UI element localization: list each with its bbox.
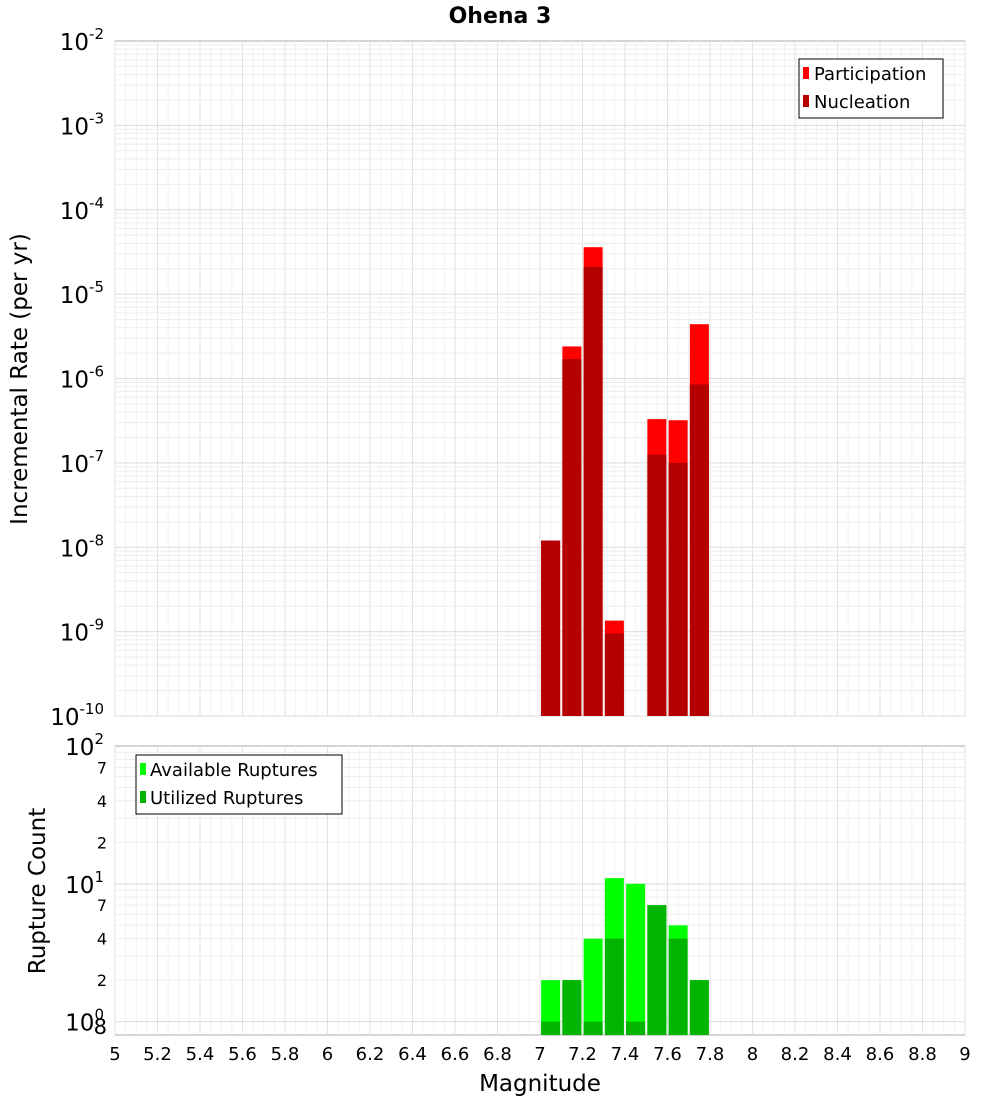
count-y-minor-tick-label: 8 — [94, 1015, 107, 1039]
rate-bar-inner — [647, 454, 667, 716]
rate-plot-bars — [541, 247, 709, 716]
magnitude-x-tick-label: 7.2 — [568, 1044, 597, 1065]
legend-label-nucleation: Nucleation — [814, 92, 910, 113]
magnitude-x-tick-label: 5 — [109, 1044, 120, 1065]
rate-y-tick-label: 10-10 — [50, 700, 104, 731]
magnitude-x-axis-label: Magnitude — [479, 1071, 601, 1097]
rate-y-tick-label: 10-9 — [60, 616, 104, 647]
count-bar-inner — [541, 1021, 561, 1035]
magnitude-x-tick-label: 6.2 — [356, 1044, 385, 1065]
rate-legend: Participation Nucleation — [798, 58, 944, 119]
count-plot-bars — [541, 878, 709, 1035]
legend-label-available: Available Ruptures — [150, 760, 318, 781]
magnitude-x-tick-label: 7.8 — [696, 1044, 725, 1065]
count-bar-outer — [583, 938, 603, 1035]
count-bar-outer — [626, 883, 646, 1035]
count-legend: Available Ruptures Utilized Ruptures — [135, 754, 343, 815]
magnitude-x-tick-label: 5.4 — [186, 1044, 215, 1065]
count-y-minor-tick-label: 2 — [97, 971, 107, 990]
rate-plot-grid — [114, 41, 966, 717]
magnitude-x-tick-label: 6 — [322, 1044, 333, 1065]
magnitude-x-tick-label: 6.6 — [441, 1044, 470, 1065]
count-y-axis-ticks: 102 101 100 7 4 2 7 4 2 8 — [65, 730, 107, 1039]
count-bar-inner — [647, 905, 667, 1035]
count-y-tick-label: 101 — [65, 868, 104, 899]
magnitude-x-tick-label: 8.2 — [781, 1044, 810, 1065]
rate-bar-inner — [668, 462, 688, 716]
count-y-tick-label: 102 — [65, 730, 104, 761]
count-bar-inner — [604, 938, 624, 1035]
count-y-tick-label: 100 — [65, 1006, 104, 1037]
count-y-minor-tick-label: 7 — [97, 896, 107, 915]
rate-y-tick-label: 10-7 — [60, 447, 104, 478]
rate-y-axis-ticks: 10-2 10-3 10-4 10-5 10-6 10-7 10-8 10-9 10-10 — [50, 25, 104, 731]
rate-y-tick-label: 10-6 — [60, 363, 104, 394]
count-legend-box — [135, 754, 343, 815]
magnitude-x-tick-label: 7.4 — [611, 1044, 640, 1065]
magnitude-x-tick-label: 7.6 — [653, 1044, 682, 1065]
magnitude-x-tick-label: 8.8 — [908, 1044, 937, 1065]
count-bar-inner — [583, 1021, 603, 1035]
rate-bar-inner — [541, 540, 561, 716]
legend-swatch-participation — [803, 67, 809, 79]
rate-y-tick-label: 10-4 — [60, 194, 104, 225]
magnitude-x-tick-label: 8.6 — [866, 1044, 895, 1065]
count-y-axis-label: Rupture Count — [25, 808, 51, 974]
magnitude-x-tick-label: 6.4 — [398, 1044, 427, 1065]
chart-title: Ohena 3 — [449, 4, 552, 29]
legend-label-utilized: Utilized Ruptures — [150, 788, 303, 809]
count-y-minor-tick-label: 4 — [97, 792, 107, 811]
magnitude-x-tick-label: 7 — [534, 1044, 545, 1065]
magnitude-x-tick-label: 5.8 — [271, 1044, 300, 1065]
magnitude-x-axis-ticks: 5 5.2 5.4 5.6 5.8 6 6.2 6.4 6.6 6.8 7 7.2 7.4 7.6 7.8 8… — [109, 1044, 970, 1065]
rate-bar-inner — [689, 384, 709, 716]
magnitude-x-tick-label: 9 — [959, 1044, 970, 1065]
magnitude-x-tick-label: 5.6 — [228, 1044, 257, 1065]
legend-swatch-available — [140, 763, 146, 775]
rate-y-tick-label: 10-2 — [60, 25, 104, 56]
rate-legend-box — [798, 58, 944, 119]
count-bar-inner — [626, 1021, 646, 1035]
rate-y-tick-label: 10-8 — [60, 531, 104, 562]
count-y-minor-tick-label: 7 — [97, 758, 107, 777]
count-bar-outer — [541, 980, 561, 1035]
count-bar-inner — [689, 980, 709, 1035]
count-y-minor-tick-label: 2 — [97, 833, 107, 852]
rate-bar-inner — [562, 359, 582, 716]
count-bar-inner — [668, 938, 688, 1035]
rate-y-tick-label: 10-5 — [60, 278, 104, 309]
legend-swatch-utilized — [140, 791, 146, 803]
rate-y-tick-label: 10-3 — [60, 109, 104, 140]
count-bar-inner — [562, 980, 582, 1035]
rate-bar-inner — [583, 266, 603, 716]
magnitude-x-tick-label: 5.2 — [143, 1044, 172, 1065]
magnitude-x-tick-label: 8.4 — [823, 1044, 852, 1065]
count-y-minor-tick-label: 4 — [97, 930, 107, 949]
rate-bar-inner — [604, 633, 624, 716]
magnitude-x-tick-label: 8 — [747, 1044, 758, 1065]
rate-y-axis-label: Incremental Rate (per yr) — [7, 233, 33, 525]
legend-swatch-nucleation — [803, 95, 809, 107]
legend-label-participation: Participation — [814, 64, 926, 85]
magnitude-x-tick-label: 6.8 — [483, 1044, 512, 1065]
